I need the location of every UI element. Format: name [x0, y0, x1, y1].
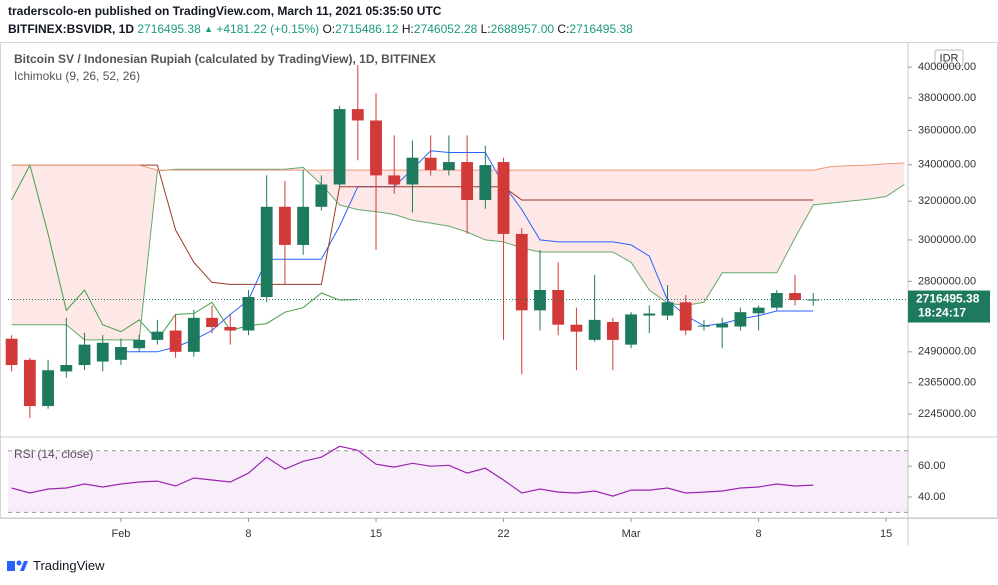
- candle-body: [716, 323, 729, 328]
- candle-body: [625, 314, 637, 345]
- countdown: 18:24:17: [918, 306, 966, 320]
- candle-body: [151, 331, 164, 340]
- indicator-title: Ichimoku (9, 26, 52, 26): [14, 69, 140, 83]
- x-tick-label: 22: [497, 528, 509, 540]
- x-tick-label: Feb: [111, 528, 130, 540]
- candle-body: [479, 165, 492, 201]
- candle-body: [789, 293, 801, 301]
- o-label: O:: [322, 22, 335, 36]
- candle-body: [752, 307, 765, 314]
- y-tick-label: 3400000.00: [918, 159, 976, 171]
- candle-body: [552, 289, 565, 325]
- candle-body: [78, 344, 91, 365]
- c-label: C:: [557, 22, 569, 36]
- chart-title: Bitcoin SV / Indonesian Rupiah (calculat…: [14, 52, 436, 66]
- brand-logo: [7, 560, 28, 571]
- candle-body: [388, 175, 401, 185]
- candle-body: [698, 325, 710, 327]
- h-label: H:: [402, 22, 414, 36]
- candle-body: [23, 359, 36, 407]
- candle-body: [370, 120, 382, 176]
- ichimoku-line: [11, 163, 358, 341]
- x-tick-label: 8: [756, 528, 762, 540]
- candle-body: [115, 347, 127, 360]
- currency: IDR: [940, 52, 959, 64]
- y-tick-label: 4000000.00: [918, 61, 976, 73]
- candle-body: [5, 338, 18, 365]
- candle-body: [206, 317, 218, 328]
- plot: 4000000.00 3800000.00 3600000.00 3400000.00…: [5, 61, 990, 540]
- y-tick-label: 2245000.00: [918, 408, 976, 420]
- brand: TradingView: [33, 558, 105, 573]
- y-tick-label: 2800000.00: [918, 275, 976, 287]
- candle-body: [534, 289, 546, 311]
- price: 2716495.38: [137, 22, 201, 36]
- candle-body: [96, 342, 109, 362]
- candle-body: [133, 339, 146, 349]
- candle-body: [643, 313, 656, 316]
- rsi-y-tick-label: 60.00: [918, 460, 946, 472]
- candle-body: [315, 184, 328, 207]
- y-tick-label: 3000000.00: [918, 234, 976, 246]
- x-tick-label: 8: [245, 528, 251, 540]
- x-tick-label: 15: [880, 528, 892, 540]
- candle-body: [588, 319, 601, 340]
- rsi-y-tick-label: 40.00: [918, 491, 946, 503]
- candle-body: [297, 206, 310, 245]
- h-value: 2746052.28: [414, 22, 478, 36]
- candle-body: [661, 302, 674, 316]
- symbol: BITFINEX:BSVIDR, 1D: [8, 22, 134, 36]
- rsi-line: [11, 445, 814, 497]
- last-price: 2716495.38: [916, 292, 980, 306]
- y-tick-label: 3600000.00: [918, 124, 976, 136]
- candle-body: [679, 302, 692, 331]
- candle-body: [242, 296, 255, 331]
- y-tick-label: 2365000.00: [918, 377, 976, 389]
- candle-body: [461, 162, 474, 201]
- candle-body: [42, 370, 55, 407]
- candle-body: [515, 233, 528, 311]
- x-tick-label: 15: [370, 528, 382, 540]
- symbol-line: BITFINEX:BSVIDR, 1D 2716495.38 ▲ +4181.2…: [8, 22, 633, 36]
- y-tick-label: 3200000.00: [918, 195, 976, 207]
- up-arrow: ▲: [204, 24, 213, 34]
- candle-body: [187, 317, 200, 352]
- candle-body: [333, 109, 346, 185]
- candle-body: [169, 330, 182, 352]
- publish-line: traderscolo-en published on TradingView.…: [8, 4, 442, 18]
- l-label: L:: [481, 22, 491, 36]
- l-value: 2688957.00: [491, 22, 555, 36]
- candle-body: [351, 109, 364, 121]
- candle-body: [497, 162, 510, 234]
- candle-body: [279, 206, 291, 245]
- candle-body: [770, 293, 783, 308]
- candle-body: [807, 299, 820, 301]
- x-tick-label: Mar: [622, 528, 641, 540]
- cloud-fill: [11, 163, 905, 340]
- y-tick-label: 2490000.00: [918, 346, 976, 358]
- y-tick-label: 3800000.00: [918, 92, 976, 104]
- c-value: 2716495.38: [569, 22, 633, 36]
- candle-body: [424, 157, 437, 171]
- ichimoku-line: [11, 162, 905, 171]
- candle-body: [260, 206, 273, 297]
- candle-body: [734, 312, 747, 327]
- change: +4181.22 (+0.15%): [216, 22, 319, 36]
- currency-box: [934, 49, 964, 67]
- ichimoku-line: [11, 166, 905, 341]
- candle-body: [60, 364, 73, 372]
- candle-body: [224, 327, 237, 331]
- candle-body: [406, 157, 419, 185]
- o-value: 2715486.12: [335, 22, 399, 36]
- candle-body: [606, 321, 619, 340]
- last-price-box: [908, 290, 990, 323]
- candle-body: [442, 162, 455, 171]
- candle-body: [570, 324, 583, 332]
